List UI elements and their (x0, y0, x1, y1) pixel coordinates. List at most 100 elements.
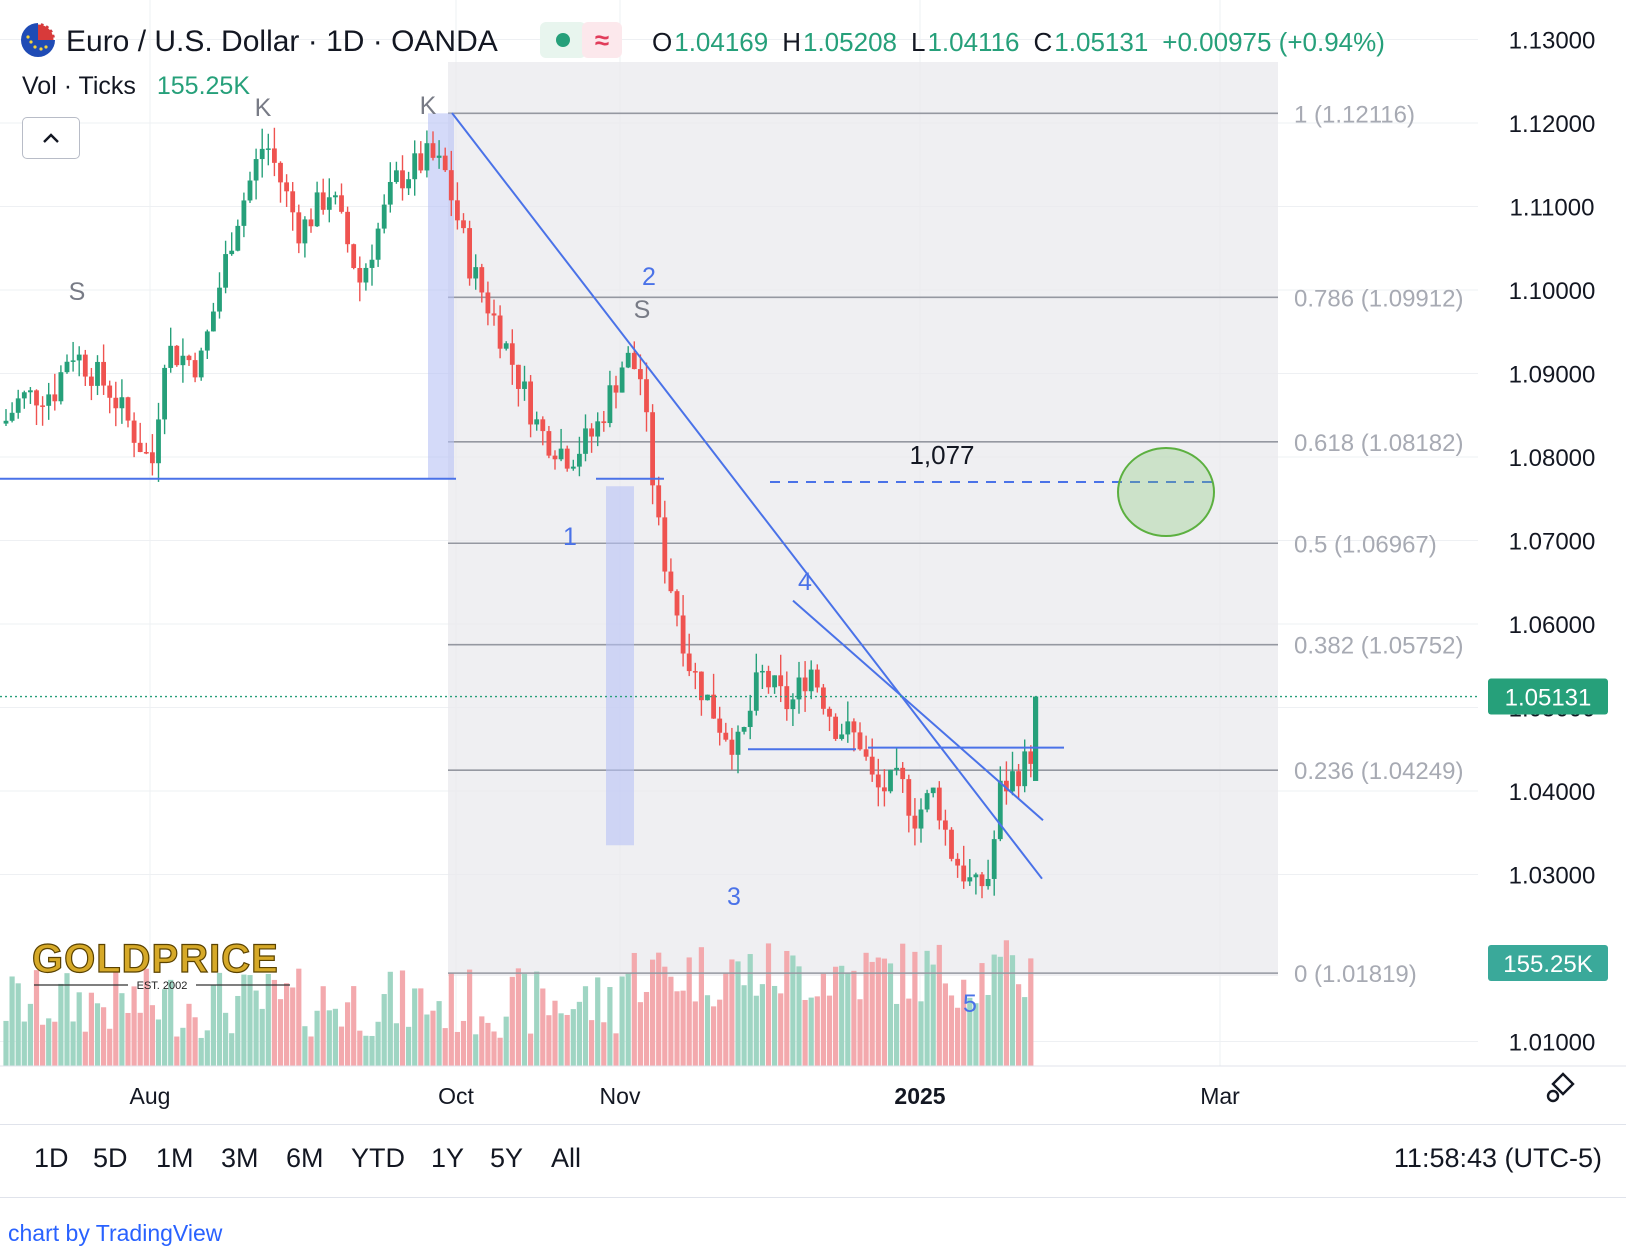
candle-body[interactable] (552, 455, 558, 460)
candle-body[interactable] (357, 268, 363, 283)
candle-body[interactable] (119, 397, 125, 409)
price-chart[interactable]: 1 (1.12116) 0.786 (1.09912) 0.618 (1.08182… (0, 0, 1626, 1124)
candle-body[interactable] (546, 431, 552, 456)
candle-body[interactable] (900, 767, 906, 780)
candle-body[interactable] (869, 756, 875, 775)
candle-body[interactable] (369, 259, 375, 268)
candle-body[interactable] (89, 376, 94, 386)
candle-body[interactable] (467, 228, 472, 279)
candle-body[interactable] (577, 453, 582, 467)
candle-body[interactable] (827, 708, 832, 717)
candle-body[interactable] (699, 671, 704, 701)
candle-body[interactable] (156, 419, 161, 464)
candle-body[interactable] (778, 675, 784, 687)
candle-body[interactable] (534, 419, 540, 425)
candle-body[interactable] (15, 398, 21, 413)
candle-body[interactable] (363, 267, 369, 283)
candle-body[interactable] (967, 877, 973, 882)
candle-body[interactable] (58, 372, 64, 402)
candle-body[interactable] (625, 352, 631, 368)
candle-body[interactable] (70, 360, 76, 362)
candle-body[interactable] (912, 815, 918, 829)
candle-body[interactable] (503, 343, 509, 349)
candle-body[interactable] (137, 442, 143, 453)
candle-body[interactable] (601, 421, 607, 424)
candle-body[interactable] (766, 670, 771, 688)
candle-body[interactable] (961, 865, 967, 882)
candle-body[interactable] (638, 369, 643, 380)
candle-body[interactable] (473, 267, 479, 279)
candle-body[interactable] (784, 686, 790, 710)
candle-body[interactable] (339, 195, 344, 212)
candle-body[interactable] (674, 591, 680, 616)
candle-body[interactable] (589, 428, 594, 437)
candle-body[interactable] (802, 677, 808, 692)
candle-body[interactable] (680, 615, 686, 654)
range-1y-button[interactable]: 1Y (431, 1143, 465, 1173)
candle-body[interactable] (131, 420, 137, 443)
candle-body[interactable] (595, 421, 601, 437)
target-zone[interactable] (1117, 447, 1215, 538)
candle-body[interactable] (436, 155, 442, 158)
candle-body[interactable] (284, 182, 289, 192)
candle-body[interactable] (656, 485, 662, 518)
candle-body[interactable] (717, 718, 723, 733)
range-highlight[interactable] (428, 113, 454, 479)
candle-body[interactable] (192, 360, 198, 378)
candle-body[interactable] (168, 345, 174, 368)
candle-body[interactable] (540, 419, 546, 432)
candle-body[interactable] (9, 412, 15, 421)
candle-body[interactable] (888, 769, 893, 792)
candle-body[interactable] (906, 779, 912, 816)
candle-body[interactable] (430, 143, 436, 158)
timezone-clock[interactable]: 11:58:43 (UTC-5) (1393, 1143, 1602, 1173)
candle-body[interactable] (3, 420, 9, 424)
candle-body[interactable] (107, 385, 113, 398)
candle-body[interactable] (290, 191, 296, 213)
candle-body[interactable] (223, 254, 228, 288)
candle-body[interactable] (760, 670, 765, 673)
candle-body[interactable] (753, 672, 759, 711)
candle-body[interactable] (747, 710, 753, 728)
candle-body[interactable] (34, 390, 39, 406)
candle-body[interactable] (894, 767, 899, 770)
candle-body[interactable] (943, 820, 948, 830)
volume-legend[interactable]: Vol · Ticks 155.25K (22, 72, 250, 101)
candle-body[interactable] (845, 721, 851, 735)
last-candle[interactable] (1033, 696, 1039, 781)
candle-body[interactable] (796, 677, 802, 700)
candle-body[interactable] (979, 874, 985, 887)
candle-body[interactable] (394, 170, 399, 182)
candle-body[interactable] (198, 350, 204, 378)
candle-body[interactable] (821, 687, 826, 709)
candle-body[interactable] (180, 355, 186, 366)
market-status-badge[interactable] (540, 22, 586, 58)
candle-body[interactable] (461, 220, 466, 229)
candle-body[interactable] (278, 162, 283, 183)
candle-body[interactable] (186, 355, 192, 361)
range-6m-button[interactable]: 6M (286, 1143, 324, 1173)
candle-body[interactable] (973, 874, 979, 878)
range-5y-button[interactable]: 5Y (490, 1143, 524, 1173)
candle-body[interactable] (918, 809, 924, 829)
candle-body[interactable] (455, 200, 460, 221)
candle-body[interactable] (1010, 771, 1015, 792)
candle-body[interactable] (345, 211, 350, 245)
candle-body[interactable] (217, 287, 222, 312)
candle-body[interactable] (387, 181, 393, 205)
candle-body[interactable] (631, 352, 637, 370)
candle-body[interactable] (406, 179, 411, 189)
candle-body[interactable] (95, 361, 100, 386)
tradingview-credit-link[interactable]: chart by TradingView (8, 1220, 223, 1246)
candle-body[interactable] (1016, 771, 1021, 787)
candle-body[interactable] (162, 367, 167, 420)
candle-body[interactable] (644, 379, 649, 413)
candle-body[interactable] (241, 200, 247, 226)
candle-body[interactable] (528, 381, 533, 425)
candle-body[interactable] (28, 390, 33, 393)
candle-body[interactable] (314, 192, 320, 227)
candle-body[interactable] (497, 315, 503, 349)
range-1m-button[interactable]: 1M (156, 1143, 194, 1173)
candle-body[interactable] (1022, 751, 1028, 787)
candle-body[interactable] (113, 397, 119, 409)
